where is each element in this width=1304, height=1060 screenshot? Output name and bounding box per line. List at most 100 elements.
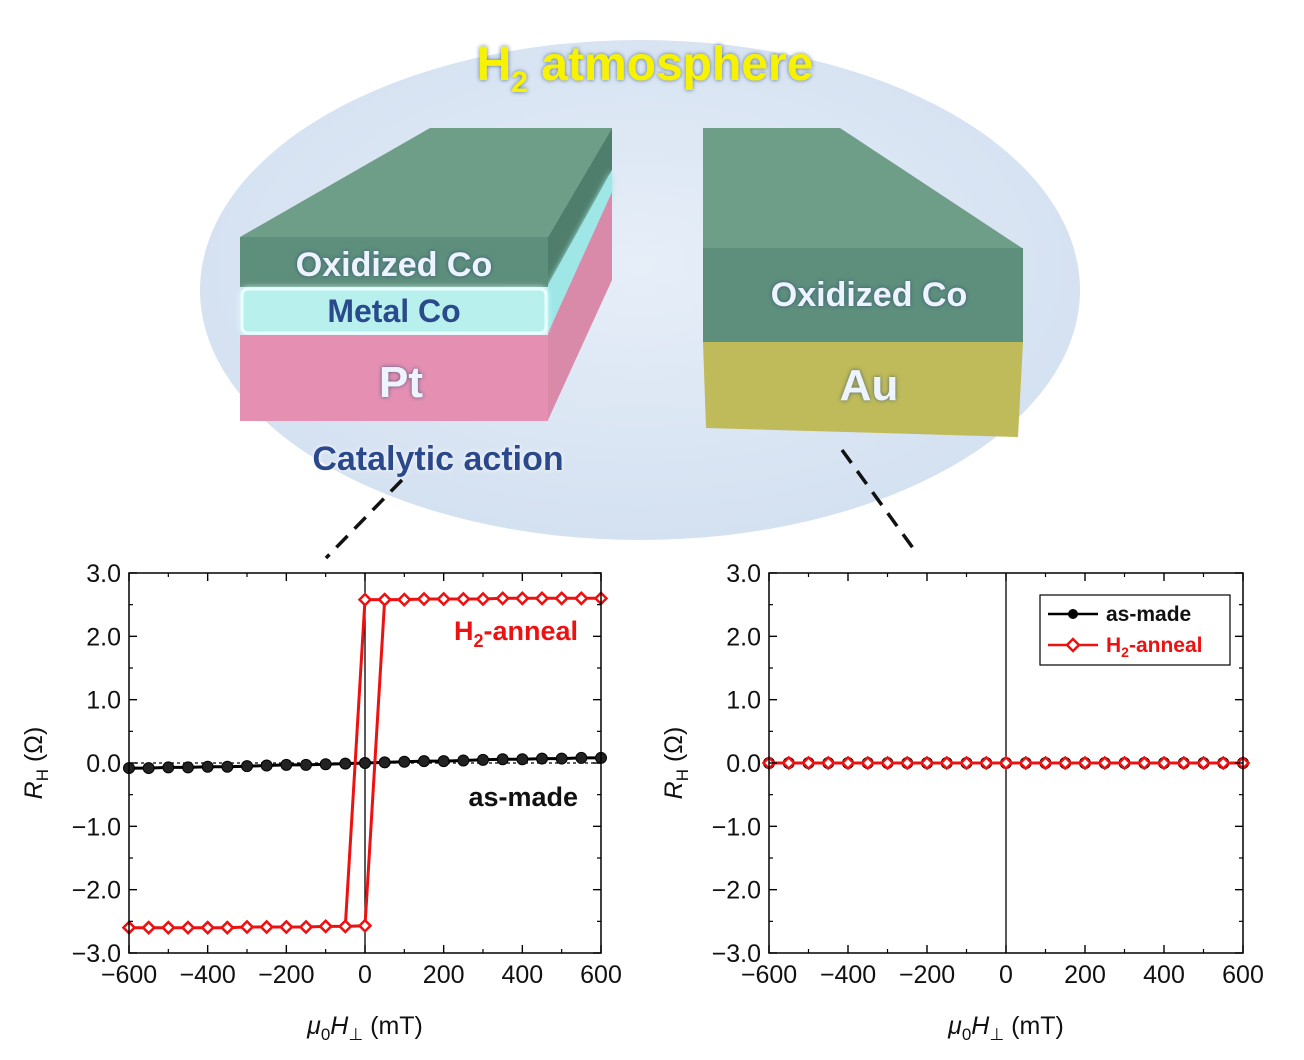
- left-point-as-made: [221, 760, 234, 773]
- left-point-H2-anneal: [554, 591, 569, 606]
- left-top-face: [240, 128, 612, 237]
- right-legend-box: [1039, 594, 1231, 666]
- left-xl-mu: μ: [306, 1012, 321, 1040]
- right-point-H2-anneal: [1136, 755, 1152, 771]
- right-au-label: Au: [840, 361, 899, 410]
- atmosphere-title: H2 atmosphere: [477, 38, 814, 99]
- left-point-H2-anneal: [495, 591, 510, 606]
- right-y-tick-label: 3.0: [726, 560, 761, 588]
- left-point-H2-anneal: [475, 591, 491, 607]
- left-side-pt: [548, 192, 612, 420]
- left-point-as-made: [457, 754, 470, 767]
- catalytic-action-label: Catalytic action: [312, 440, 563, 478]
- right-x-axis-label: μ0H⊥ (mT): [947, 1012, 1064, 1044]
- left-point-as-made: [162, 761, 175, 774]
- right-y-axis-label: RH (Ω): [660, 727, 692, 800]
- left-point-as-made: [280, 758, 293, 771]
- left-x-tick-label: 600: [580, 961, 622, 989]
- left-x-tick-label: −600: [101, 961, 157, 989]
- legend-h2-sub: 2: [1121, 644, 1129, 660]
- left-point-H2-anneal: [338, 919, 353, 934]
- left-xl-perp: ⊥: [348, 1025, 363, 1044]
- left-xl-unit: (mT): [363, 1012, 423, 1040]
- right-oxidized-co-label: Oxidized Co: [771, 276, 967, 314]
- right-y-tick-label: −1.0: [712, 813, 761, 841]
- left-metal-co-layer: [240, 287, 548, 335]
- right-au-layer: [703, 342, 1023, 437]
- left-point-as-made: [516, 753, 529, 766]
- left-metal-co-label: Metal Co: [327, 293, 460, 329]
- left-y-tick-label: −1.0: [72, 813, 121, 841]
- left-yl-h: H: [33, 769, 52, 781]
- legend-asmade-marker: [1068, 609, 1078, 619]
- right-xl-perp: ⊥: [989, 1025, 1004, 1044]
- left-annot-sub: 2: [473, 631, 483, 651]
- right-point-H2-anneal: [1117, 755, 1132, 771]
- left-point-H2-anneal: [515, 591, 530, 606]
- right-point-H2-anneal: [840, 755, 856, 771]
- right-point-H2-anneal: [1176, 755, 1192, 771]
- left-hall-chart: −600 −400 −200 0 200 400 600 3.0 2.0 1.0 0.0 −1.0 −2…: [20, 560, 622, 1044]
- left-point-as-made: [359, 757, 371, 769]
- left-point-as-made: [536, 752, 548, 765]
- left-x-tick-label: −400: [180, 961, 236, 989]
- right-y-tick-label: 0.0: [726, 750, 761, 778]
- right-yl-h: H: [673, 769, 692, 781]
- left-point-as-made: [142, 762, 155, 775]
- right-layer-stack: Oxidized Co Au: [703, 128, 1023, 437]
- right-x-tick-label: −200: [899, 961, 955, 989]
- title-h: H: [477, 38, 512, 91]
- left-point-as-made: [241, 760, 253, 773]
- left-x-axis-label: μ0H⊥ (mT): [306, 1012, 423, 1044]
- right-x-tick-label: 400: [1143, 961, 1185, 989]
- right-yl-r: R: [660, 781, 688, 799]
- right-oxidized-co-layer: [703, 248, 1023, 342]
- left-x-tick-label: 200: [423, 961, 465, 989]
- left-side-oxidized: [548, 128, 612, 285]
- right-x-tick-label: 200: [1064, 961, 1106, 989]
- left-point-H2-anneal: [357, 592, 373, 607]
- left-point-H2-anneal: [357, 918, 373, 934]
- left-point-H2-anneal: [220, 920, 235, 935]
- right-x-tick-label: −600: [741, 961, 797, 989]
- left-point-as-made: [575, 751, 588, 764]
- left-y-axis-label: RH (Ω): [20, 727, 52, 800]
- left-point-H2-anneal: [141, 920, 156, 935]
- right-top-face: [703, 128, 1022, 248]
- right-point-H2-anneal: [1215, 755, 1231, 771]
- right-point-H2-anneal: [1057, 755, 1073, 771]
- left-y-tick-label: −2.0: [72, 877, 121, 905]
- left-point-as-made: [260, 759, 273, 772]
- left-x-tick-label: −200: [258, 961, 314, 989]
- right-point-H2-anneal: [899, 755, 915, 771]
- legend-h2-label: H2-anneal: [1106, 634, 1203, 660]
- right-point-H2-anneal: [1156, 755, 1172, 771]
- right-point-H2-anneal: [1077, 755, 1093, 771]
- right-xl-unit: (mT): [1004, 1012, 1064, 1040]
- left-annot-rest: -anneal: [483, 616, 578, 646]
- left-point-as-made: [201, 760, 214, 773]
- legend-h2-h: H: [1106, 634, 1121, 657]
- left-point-as-made: [398, 755, 411, 768]
- right-x-tick-label: 0: [999, 961, 1013, 989]
- left-point-as-made: [378, 756, 391, 769]
- right-point-H2-anneal: [1196, 755, 1211, 771]
- right-point-H2-anneal: [1018, 755, 1034, 771]
- left-point-as-made: [477, 753, 489, 766]
- right-point-H2-anneal: [978, 755, 994, 771]
- left-oxidized-co-label: Oxidized Co: [296, 246, 492, 284]
- left-point-as-made: [555, 752, 568, 765]
- left-point-as-made: [437, 755, 450, 768]
- right-y-tick-label: −2.0: [712, 877, 761, 905]
- left-xl-h: H: [330, 1012, 349, 1040]
- right-hall-chart: −600 −400 −200 0 200 400 600 3.0 2.0 1.0 0.0 −1.0 −2…: [660, 560, 1264, 1044]
- left-point-as-made: [300, 758, 312, 771]
- legend-h2-marker: [1065, 637, 1081, 653]
- right-legend: as-made H2-anneal: [1039, 594, 1231, 666]
- right-y-tick-label: 1.0: [726, 687, 761, 715]
- right-point-H2-anneal: [781, 755, 797, 771]
- right-point-H2-anneal: [998, 755, 1014, 771]
- legend-h2-rest: -anneal: [1129, 634, 1203, 657]
- left-point-as-made: [496, 753, 509, 766]
- left-yl-r: R: [20, 781, 48, 799]
